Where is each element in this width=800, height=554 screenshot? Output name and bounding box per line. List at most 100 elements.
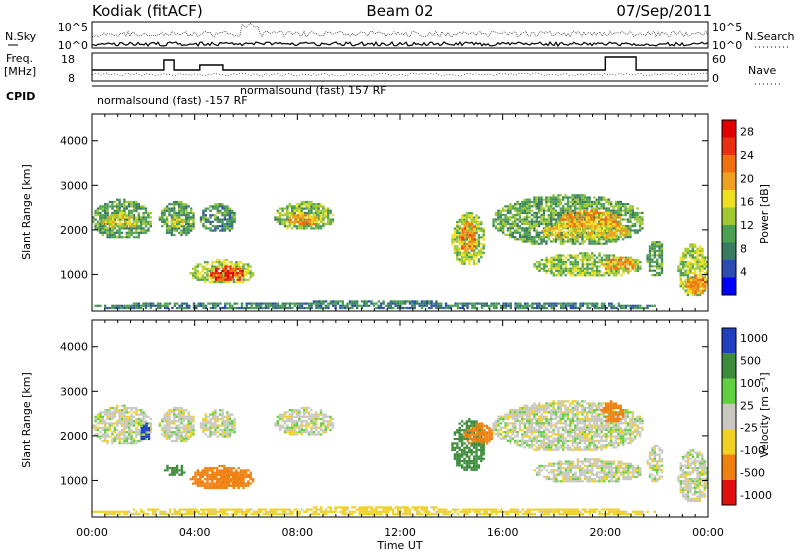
heatmap-cell <box>281 417 284 421</box>
heatmap-cell <box>453 238 457 241</box>
heatmap-cell <box>691 254 694 257</box>
heatmap-cell <box>113 231 116 234</box>
heatmap-cell <box>509 304 512 307</box>
heatmap-cell <box>137 203 140 206</box>
heatmap-cell <box>187 437 190 440</box>
heatmap-cell <box>699 278 702 282</box>
heatmap-cell <box>629 256 632 259</box>
heatmap-cell <box>687 278 690 282</box>
heatmap-cell <box>99 231 102 234</box>
heatmap-cell <box>581 242 584 245</box>
heatmap-cell <box>535 205 538 208</box>
heatmap-cell <box>209 220 212 223</box>
heatmap-cell <box>324 304 328 307</box>
heatmap-cell <box>204 214 207 217</box>
heatmap-cell <box>629 263 632 266</box>
heatmap-cell <box>180 218 184 221</box>
heatmap-cell <box>163 424 166 427</box>
heatmap-cell <box>698 247 702 250</box>
heatmap-cell <box>576 272 580 275</box>
heatmap-cell <box>228 220 231 223</box>
heatmap-cell <box>612 274 616 277</box>
heatmap-cell <box>566 196 570 199</box>
heatmap-cell <box>634 306 637 310</box>
freq-tick-high: 18 <box>61 53 75 66</box>
heatmap-cell <box>147 229 150 232</box>
heatmap-cell <box>173 216 176 219</box>
heatmap-cell <box>646 260 649 263</box>
heatmap-cell <box>208 274 212 277</box>
heatmap-cell <box>523 218 526 221</box>
heatmap-cell <box>619 207 622 210</box>
heatmap-cell <box>168 422 171 425</box>
heatmap-cell <box>132 424 136 427</box>
heatmap-cell <box>192 222 195 226</box>
heatmap-cell <box>209 214 212 217</box>
heatmap-cell <box>208 473 212 476</box>
heatmap-cell <box>535 216 538 219</box>
heatmap-cell <box>636 304 640 307</box>
heatmap-cell <box>241 274 244 277</box>
heatmap-cell <box>170 203 174 206</box>
heatmap-cell <box>636 267 640 270</box>
freq-trace <box>91 56 708 77</box>
heatmap-cell <box>701 280 704 283</box>
heatmap-cell <box>287 218 290 221</box>
heatmap-cell <box>131 214 134 217</box>
heatmap-cell <box>528 222 531 225</box>
heatmap-cell <box>211 482 214 485</box>
heatmap-cell <box>564 269 568 272</box>
heatmap-cell <box>137 205 140 208</box>
heatmap-cell <box>319 214 323 217</box>
heatmap-cell <box>251 480 255 483</box>
heatmap-cell <box>694 289 697 293</box>
heatmap-cell <box>182 417 186 421</box>
heatmap-cell <box>175 222 178 226</box>
heatmap-cell <box>612 254 616 257</box>
heatmap-cell <box>511 214 514 217</box>
heatmap-cell <box>574 265 577 268</box>
heatmap-cell <box>600 306 604 310</box>
heatmap-cell <box>653 249 656 252</box>
heatmap-cell <box>189 222 193 226</box>
heatmap-cell <box>221 424 224 427</box>
heatmap-cell <box>646 304 649 307</box>
heatmap-cell <box>353 302 356 305</box>
heatmap-cell <box>113 437 116 440</box>
heatmap-cell <box>331 220 335 223</box>
heatmap-cell <box>121 216 124 219</box>
heatmap-cell <box>482 245 485 248</box>
heatmap-cell <box>211 486 214 490</box>
heatmap-cell <box>187 431 190 434</box>
heatmap-cell <box>567 254 570 257</box>
heatmap-cell <box>689 243 692 246</box>
heatmap-cell <box>132 220 136 223</box>
heatmap-cell <box>303 207 306 210</box>
heatmap-cell <box>538 242 541 245</box>
heatmap-cell <box>196 278 200 281</box>
heatmap-cell <box>598 214 601 217</box>
heatmap-cell <box>101 433 104 436</box>
heatmap-cell <box>170 229 174 232</box>
heatmap-cell <box>221 422 224 425</box>
beam-title: Beam 02 <box>366 2 433 20</box>
heatmap-cell <box>249 478 252 481</box>
heatmap-cell <box>590 214 593 217</box>
heatmap-cell <box>228 422 231 425</box>
heatmap-cell <box>178 306 181 310</box>
heatmap-cell <box>120 442 124 445</box>
heatmap-cell <box>528 233 531 236</box>
heatmap-cell <box>547 236 550 239</box>
heatmap-cell <box>526 236 529 239</box>
heatmap-cell <box>180 426 183 429</box>
heatmap-cell <box>651 245 654 248</box>
heatmap-cell <box>691 245 694 248</box>
heatmap-cell <box>609 218 612 221</box>
heatmap-cell <box>135 422 138 425</box>
heatmap-cell <box>563 214 567 217</box>
heatmap-cell <box>286 209 289 212</box>
heatmap-cell <box>514 207 517 210</box>
heatmap-cell <box>229 267 232 270</box>
heatmap-cell <box>123 222 126 226</box>
